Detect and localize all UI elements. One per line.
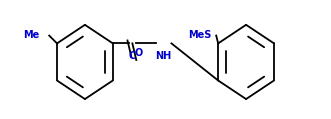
Text: NH: NH xyxy=(156,51,172,61)
Text: MeS: MeS xyxy=(188,30,211,40)
Text: Me: Me xyxy=(23,30,39,40)
Text: C: C xyxy=(129,51,136,61)
Text: O: O xyxy=(134,48,142,58)
